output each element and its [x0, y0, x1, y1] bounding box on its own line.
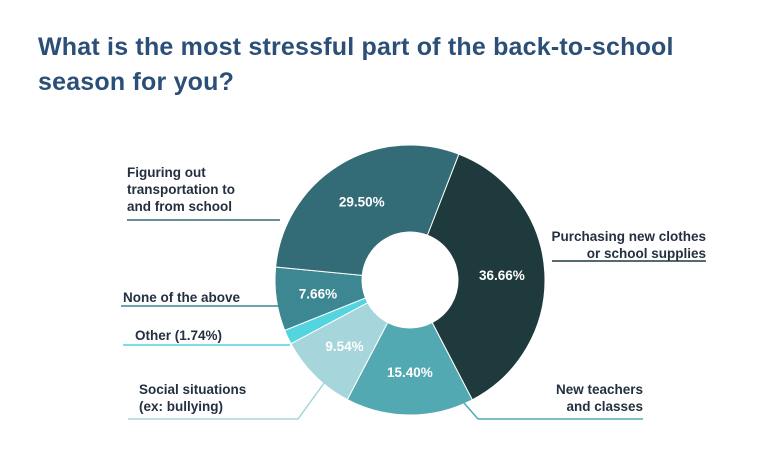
value-label-purchasing-new-clothes-or-school-supplies: 36.66%: [479, 268, 525, 283]
slice-figuring-out-transportation-to-and-from-school: [275, 144, 460, 276]
value-label-figuring-out-transportation-to-and-from-school: 29.50%: [339, 195, 385, 210]
chart-title: What is the most stressful part of the b…: [38, 33, 674, 96]
value-label-social-situations-ex-bullying: 9.54%: [325, 339, 363, 354]
leader-line: [128, 374, 331, 420]
label-transportation: Figuring out transportation to and from …: [127, 165, 235, 214]
label-other: Other (1.74%): [135, 328, 223, 343]
label-social: Social situations (ex: bullying): [139, 382, 247, 414]
slice-new-teachers-and-classes: [346, 321, 473, 416]
leader-line: [463, 402, 479, 420]
label-none-above: None of the above: [123, 290, 241, 305]
label-purchasing: Purchasing new clothes or school supplie…: [551, 229, 706, 261]
value-label-none-of-the-above: 7.66%: [299, 286, 337, 301]
value-label-new-teachers-and-classes: 15.40%: [387, 365, 433, 380]
label-new-teachers: New teachers and classes: [555, 382, 643, 414]
slice-purchasing-new-clothes-or-school-supplies: [426, 153, 546, 401]
